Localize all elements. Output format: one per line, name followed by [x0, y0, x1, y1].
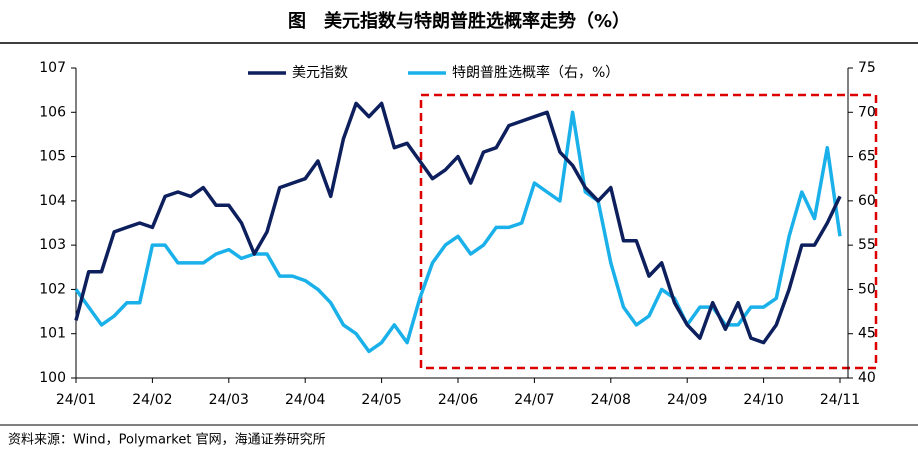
x-tick-label: 24/07 — [514, 392, 554, 408]
y-tick-label: 106 — [39, 104, 66, 120]
series-line — [74, 101, 842, 345]
x-tick-label: 24/02 — [132, 392, 172, 408]
y2-tick-label: 45 — [858, 326, 876, 342]
source: 资料来源：Wind，Polymarket 官网，海通证券研究所 — [8, 432, 326, 448]
x-tick-label: 24/09 — [667, 392, 707, 408]
y-tick-label: 100 — [39, 370, 66, 386]
y2-tick-label: 70 — [858, 104, 876, 120]
y2-tick-label: 55 — [858, 237, 876, 253]
y2-tick-label: 50 — [858, 281, 876, 297]
y-tick-label: 103 — [39, 237, 66, 253]
x-tick-label: 24/05 — [361, 392, 401, 408]
y-tick-label: 101 — [39, 326, 66, 342]
series-line — [74, 110, 842, 354]
y2-tick-label: 65 — [858, 149, 876, 165]
y-tick-label: 107 — [39, 60, 66, 76]
legend-label: 特朗普胜选概率（右，%） — [452, 64, 619, 81]
y2-tick-label: 60 — [858, 193, 876, 209]
chart-title: 图 美元指数与特朗普胜选概率走势（%） — [288, 10, 630, 32]
x-tick-label: 24/11 — [820, 392, 860, 408]
y-tick-label: 105 — [39, 149, 66, 165]
x-tick-label: 24/10 — [743, 392, 783, 408]
highlight-box — [419, 93, 878, 370]
x-tick-label: 24/08 — [591, 392, 631, 408]
x-tick-label: 24/01 — [56, 392, 96, 408]
y2-tick-label: 40 — [858, 370, 876, 386]
legend-label: 美元指数 — [292, 65, 348, 81]
x-tick-label: 24/04 — [285, 392, 325, 408]
x-tick-label: 24/06 — [438, 392, 478, 408]
y-tick-label: 104 — [39, 193, 66, 209]
x-tick-label: 24/03 — [209, 392, 249, 408]
y2-tick-label: 75 — [858, 60, 876, 76]
y-tick-label: 102 — [39, 281, 66, 297]
